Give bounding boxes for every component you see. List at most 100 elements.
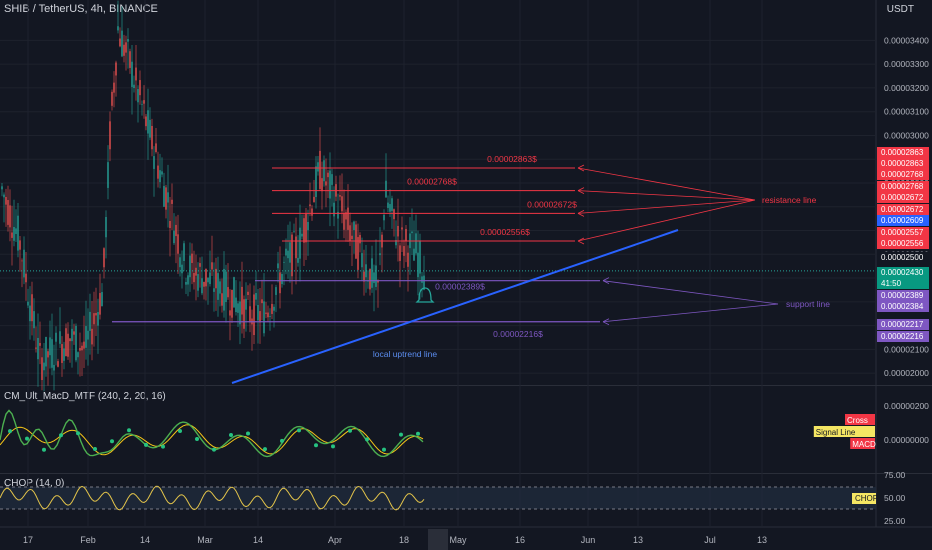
candle-body (169, 220, 171, 229)
macd-cross-marker (195, 436, 199, 441)
candle-body (329, 170, 331, 199)
price-tick-label: 0.00003200 (884, 83, 929, 93)
price-badge (877, 301, 929, 312)
candle-body (317, 162, 319, 172)
candle-body (19, 240, 21, 250)
candle-body (417, 252, 419, 278)
candle-body (121, 30, 123, 57)
price-badge-label: 0.00002672 (881, 205, 924, 214)
symbol-title[interactable]: SHIB / TetherUS, 4h, BINANCE (4, 3, 158, 15)
candle-body (51, 339, 53, 368)
candle-body (183, 243, 185, 262)
candle-body (217, 273, 219, 300)
time-tick-label: 14 (140, 535, 150, 545)
price-badge-label: 0.00002384 (881, 302, 924, 311)
candle-body (283, 261, 285, 263)
macd-cross-marker (127, 428, 131, 433)
candle-body (293, 231, 295, 232)
price-tick-label: 0.00003100 (884, 107, 929, 117)
candle-body (53, 364, 55, 371)
candle-body (331, 174, 333, 185)
candle-body (59, 331, 61, 344)
candle-body (309, 204, 311, 207)
signal-line-series (0, 424, 424, 456)
macd-cross-marker (297, 428, 301, 433)
candle-body (245, 298, 247, 310)
candle-body (353, 221, 355, 231)
candle-body (291, 234, 293, 277)
candle-body (113, 82, 115, 93)
time-tick-label: Feb (80, 535, 96, 545)
resistance-price-label: 0.00002672$ (527, 199, 577, 209)
candle-body (373, 272, 375, 284)
candle-body (205, 269, 207, 287)
candle-body (83, 341, 85, 349)
macd-tick-label: 0.00000000 (884, 435, 929, 445)
candle-body (107, 162, 109, 188)
macd-cross-marker (161, 444, 165, 449)
candle-body (281, 274, 283, 285)
candle-body (301, 233, 303, 237)
price-badge-label: 0.00002768 (881, 170, 924, 179)
candle-body (367, 280, 369, 282)
candle-body (1, 186, 3, 190)
macd-legend-label: MACD (852, 440, 876, 449)
candle-body (399, 245, 401, 261)
candle-body (415, 233, 417, 254)
chop-series (0, 485, 425, 511)
chop-indicator-title[interactable]: CHOP (14, 0) (4, 478, 65, 489)
candle-body (315, 166, 317, 198)
price-badge-label: 0.00002768 (881, 182, 924, 191)
candle-body (63, 348, 65, 361)
macd-cross-marker (42, 447, 46, 452)
pane-divider-macd[interactable] (0, 385, 932, 386)
macd-legend-badge (845, 414, 875, 425)
candle-body (71, 328, 73, 342)
candle-body (193, 273, 195, 283)
macd-legend-label: Cross (847, 416, 868, 425)
macd-cross-marker (178, 428, 182, 433)
candle-body (73, 331, 75, 335)
candle-body (97, 312, 99, 326)
candle-body (269, 316, 271, 317)
price-badge (877, 227, 929, 238)
time-tick-label: 14 (253, 535, 263, 545)
macd-tick-label: 0.00000200 (884, 401, 929, 411)
candle-body (307, 221, 309, 231)
candle-body (43, 362, 45, 371)
candle-body (277, 263, 279, 269)
price-tick-label: 0.00003400 (884, 35, 929, 45)
candle-body (223, 268, 225, 311)
candle-body (247, 291, 249, 295)
macd-cross-marker (246, 431, 250, 436)
candle-body (273, 306, 275, 311)
candle-body (203, 281, 205, 287)
candle-body (237, 303, 239, 313)
candle-body (85, 326, 87, 348)
candle-body (411, 231, 413, 234)
price-badge (877, 204, 929, 215)
candle-body (235, 297, 237, 313)
resistance-pointer (577, 167, 756, 201)
candle-body (111, 91, 113, 106)
macd-indicator-title[interactable]: CM_Ult_MacD_MTF (240, 2, 20, 16) (4, 391, 166, 402)
candle-body (199, 263, 201, 267)
candle-body (211, 262, 213, 270)
candle-body (351, 235, 353, 240)
candle-body (159, 170, 161, 183)
candle-body (175, 224, 177, 237)
macd-cross-marker (8, 429, 12, 434)
candle-body (423, 275, 425, 290)
pane-divider-chop[interactable] (0, 473, 932, 474)
macd-cross-marker (348, 428, 352, 433)
candle-body (279, 272, 281, 294)
price-tick-label: 0.00002000 (884, 368, 929, 378)
chop-value-badge (852, 493, 876, 504)
chop-value-label: CHOP (855, 494, 878, 503)
price-badge-label: 0.00002557 (881, 228, 924, 237)
candle-body (95, 312, 97, 316)
candle-body (161, 171, 163, 175)
candle-body (165, 187, 167, 210)
macd-legend-label: Signal Line (816, 428, 856, 437)
